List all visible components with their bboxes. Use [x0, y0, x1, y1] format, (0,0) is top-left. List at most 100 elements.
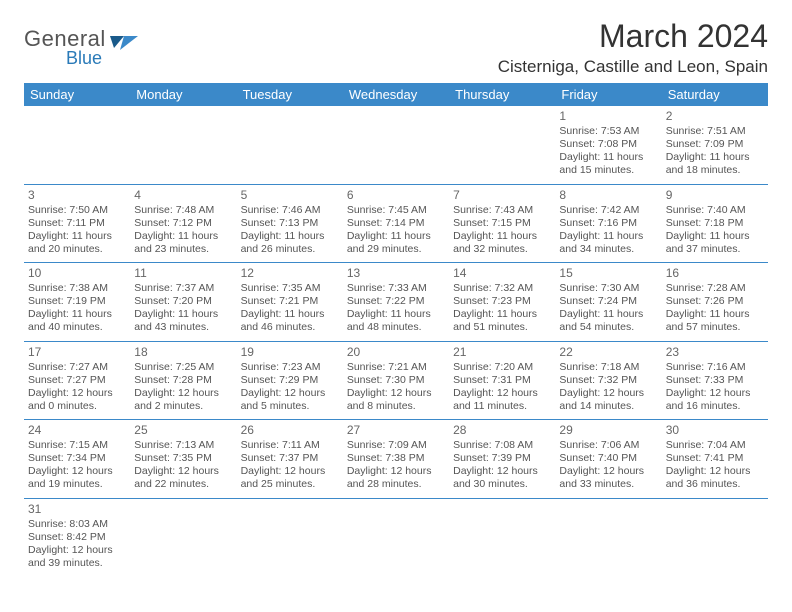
- calendar-cell: 27Sunrise: 7:09 AMSunset: 7:38 PMDayligh…: [343, 420, 449, 499]
- title-block: March 2024 Cisterniga, Castille and Leon…: [498, 18, 768, 77]
- calendar-cell: 2Sunrise: 7:51 AMSunset: 7:09 PMDaylight…: [662, 106, 768, 184]
- day-number: 21: [453, 345, 551, 360]
- calendar-cell: 8Sunrise: 7:42 AMSunset: 7:16 PMDaylight…: [555, 184, 661, 263]
- sunrise-line: Sunrise: 7:42 AM: [559, 204, 657, 217]
- day-number: 17: [28, 345, 126, 360]
- day-number: 11: [134, 266, 232, 281]
- calendar-cell: 28Sunrise: 7:08 AMSunset: 7:39 PMDayligh…: [449, 420, 555, 499]
- daylight-line: Daylight: 11 hours and 48 minutes.: [347, 308, 445, 334]
- sunset-line: Sunset: 7:23 PM: [453, 295, 551, 308]
- sunrise-line: Sunrise: 7:35 AM: [241, 282, 339, 295]
- logo: General Blue: [24, 18, 138, 73]
- logo-text-blue: Blue: [66, 48, 148, 69]
- daylight-line: Daylight: 11 hours and 54 minutes.: [559, 308, 657, 334]
- day-number: 27: [347, 423, 445, 438]
- calendar-row: 1Sunrise: 7:53 AMSunset: 7:08 PMDaylight…: [24, 106, 768, 184]
- sunset-line: Sunset: 7:08 PM: [559, 138, 657, 151]
- calendar-cell: [237, 498, 343, 576]
- calendar-cell: 21Sunrise: 7:20 AMSunset: 7:31 PMDayligh…: [449, 341, 555, 420]
- sunrise-line: Sunrise: 7:30 AM: [559, 282, 657, 295]
- day-header: Monday: [130, 83, 236, 106]
- daylight-line: Daylight: 12 hours and 11 minutes.: [453, 387, 551, 413]
- day-number: 28: [453, 423, 551, 438]
- calendar-cell: 19Sunrise: 7:23 AMSunset: 7:29 PMDayligh…: [237, 341, 343, 420]
- day-number: 16: [666, 266, 764, 281]
- day-number: 13: [347, 266, 445, 281]
- daylight-line: Daylight: 12 hours and 33 minutes.: [559, 465, 657, 491]
- day-number: 22: [559, 345, 657, 360]
- daylight-line: Daylight: 12 hours and 19 minutes.: [28, 465, 126, 491]
- calendar-cell: 31Sunrise: 8:03 AMSunset: 8:42 PMDayligh…: [24, 498, 130, 576]
- day-number: 15: [559, 266, 657, 281]
- calendar-cell: 25Sunrise: 7:13 AMSunset: 7:35 PMDayligh…: [130, 420, 236, 499]
- sunset-line: Sunset: 7:33 PM: [666, 374, 764, 387]
- calendar-row: 3Sunrise: 7:50 AMSunset: 7:11 PMDaylight…: [24, 184, 768, 263]
- daylight-line: Daylight: 12 hours and 8 minutes.: [347, 387, 445, 413]
- day-number: 10: [28, 266, 126, 281]
- calendar-cell: 23Sunrise: 7:16 AMSunset: 7:33 PMDayligh…: [662, 341, 768, 420]
- daylight-line: Daylight: 11 hours and 32 minutes.: [453, 230, 551, 256]
- sunrise-line: Sunrise: 7:23 AM: [241, 361, 339, 374]
- sunset-line: Sunset: 7:28 PM: [134, 374, 232, 387]
- day-number: 24: [28, 423, 126, 438]
- calendar-cell: 13Sunrise: 7:33 AMSunset: 7:22 PMDayligh…: [343, 263, 449, 342]
- calendar-cell: 20Sunrise: 7:21 AMSunset: 7:30 PMDayligh…: [343, 341, 449, 420]
- day-number: 23: [666, 345, 764, 360]
- sunset-line: Sunset: 7:40 PM: [559, 452, 657, 465]
- sunrise-line: Sunrise: 7:43 AM: [453, 204, 551, 217]
- day-number: 2: [666, 109, 764, 124]
- day-number: 26: [241, 423, 339, 438]
- sunrise-line: Sunrise: 7:32 AM: [453, 282, 551, 295]
- calendar-cell: 9Sunrise: 7:40 AMSunset: 7:18 PMDaylight…: [662, 184, 768, 263]
- calendar-cell: [662, 498, 768, 576]
- day-number: 29: [559, 423, 657, 438]
- sunset-line: Sunset: 7:34 PM: [28, 452, 126, 465]
- daylight-line: Daylight: 12 hours and 39 minutes.: [28, 544, 126, 570]
- calendar-cell: [24, 106, 130, 184]
- header: General Blue March 2024 Cisterniga, Cast…: [24, 18, 768, 77]
- sunset-line: Sunset: 7:13 PM: [241, 217, 339, 230]
- day-number: 1: [559, 109, 657, 124]
- daylight-line: Daylight: 11 hours and 18 minutes.: [666, 151, 764, 177]
- calendar-table: SundayMondayTuesdayWednesdayThursdayFrid…: [24, 83, 768, 576]
- calendar-cell: 16Sunrise: 7:28 AMSunset: 7:26 PMDayligh…: [662, 263, 768, 342]
- calendar-cell: 7Sunrise: 7:43 AMSunset: 7:15 PMDaylight…: [449, 184, 555, 263]
- calendar-cell: [237, 106, 343, 184]
- day-header: Saturday: [662, 83, 768, 106]
- sunset-line: Sunset: 7:16 PM: [559, 217, 657, 230]
- sunrise-line: Sunrise: 7:48 AM: [134, 204, 232, 217]
- daylight-line: Daylight: 11 hours and 15 minutes.: [559, 151, 657, 177]
- sunrise-line: Sunrise: 7:46 AM: [241, 204, 339, 217]
- sunset-line: Sunset: 8:42 PM: [28, 531, 126, 544]
- sunrise-line: Sunrise: 7:09 AM: [347, 439, 445, 452]
- sunset-line: Sunset: 7:22 PM: [347, 295, 445, 308]
- day-header: Sunday: [24, 83, 130, 106]
- sunrise-line: Sunrise: 7:53 AM: [559, 125, 657, 138]
- day-header: Tuesday: [237, 83, 343, 106]
- day-number: 18: [134, 345, 232, 360]
- day-number: 31: [28, 502, 126, 517]
- day-number: 20: [347, 345, 445, 360]
- day-number: 25: [134, 423, 232, 438]
- month-title: March 2024: [498, 18, 768, 55]
- calendar-cell: [130, 498, 236, 576]
- daylight-line: Daylight: 12 hours and 16 minutes.: [666, 387, 764, 413]
- sunrise-line: Sunrise: 7:15 AM: [28, 439, 126, 452]
- sunset-line: Sunset: 7:30 PM: [347, 374, 445, 387]
- day-header: Wednesday: [343, 83, 449, 106]
- calendar-cell: 5Sunrise: 7:46 AMSunset: 7:13 PMDaylight…: [237, 184, 343, 263]
- sunset-line: Sunset: 7:39 PM: [453, 452, 551, 465]
- day-number: 3: [28, 188, 126, 203]
- sunrise-line: Sunrise: 7:50 AM: [28, 204, 126, 217]
- sunset-line: Sunset: 7:20 PM: [134, 295, 232, 308]
- calendar-row: 10Sunrise: 7:38 AMSunset: 7:19 PMDayligh…: [24, 263, 768, 342]
- sunrise-line: Sunrise: 7:06 AM: [559, 439, 657, 452]
- sunset-line: Sunset: 7:18 PM: [666, 217, 764, 230]
- daylight-line: Daylight: 12 hours and 0 minutes.: [28, 387, 126, 413]
- calendar-cell: 11Sunrise: 7:37 AMSunset: 7:20 PMDayligh…: [130, 263, 236, 342]
- calendar-cell: 29Sunrise: 7:06 AMSunset: 7:40 PMDayligh…: [555, 420, 661, 499]
- sunrise-line: Sunrise: 7:40 AM: [666, 204, 764, 217]
- daylight-line: Daylight: 11 hours and 40 minutes.: [28, 308, 126, 334]
- sunset-line: Sunset: 7:09 PM: [666, 138, 764, 151]
- calendar-cell: 6Sunrise: 7:45 AMSunset: 7:14 PMDaylight…: [343, 184, 449, 263]
